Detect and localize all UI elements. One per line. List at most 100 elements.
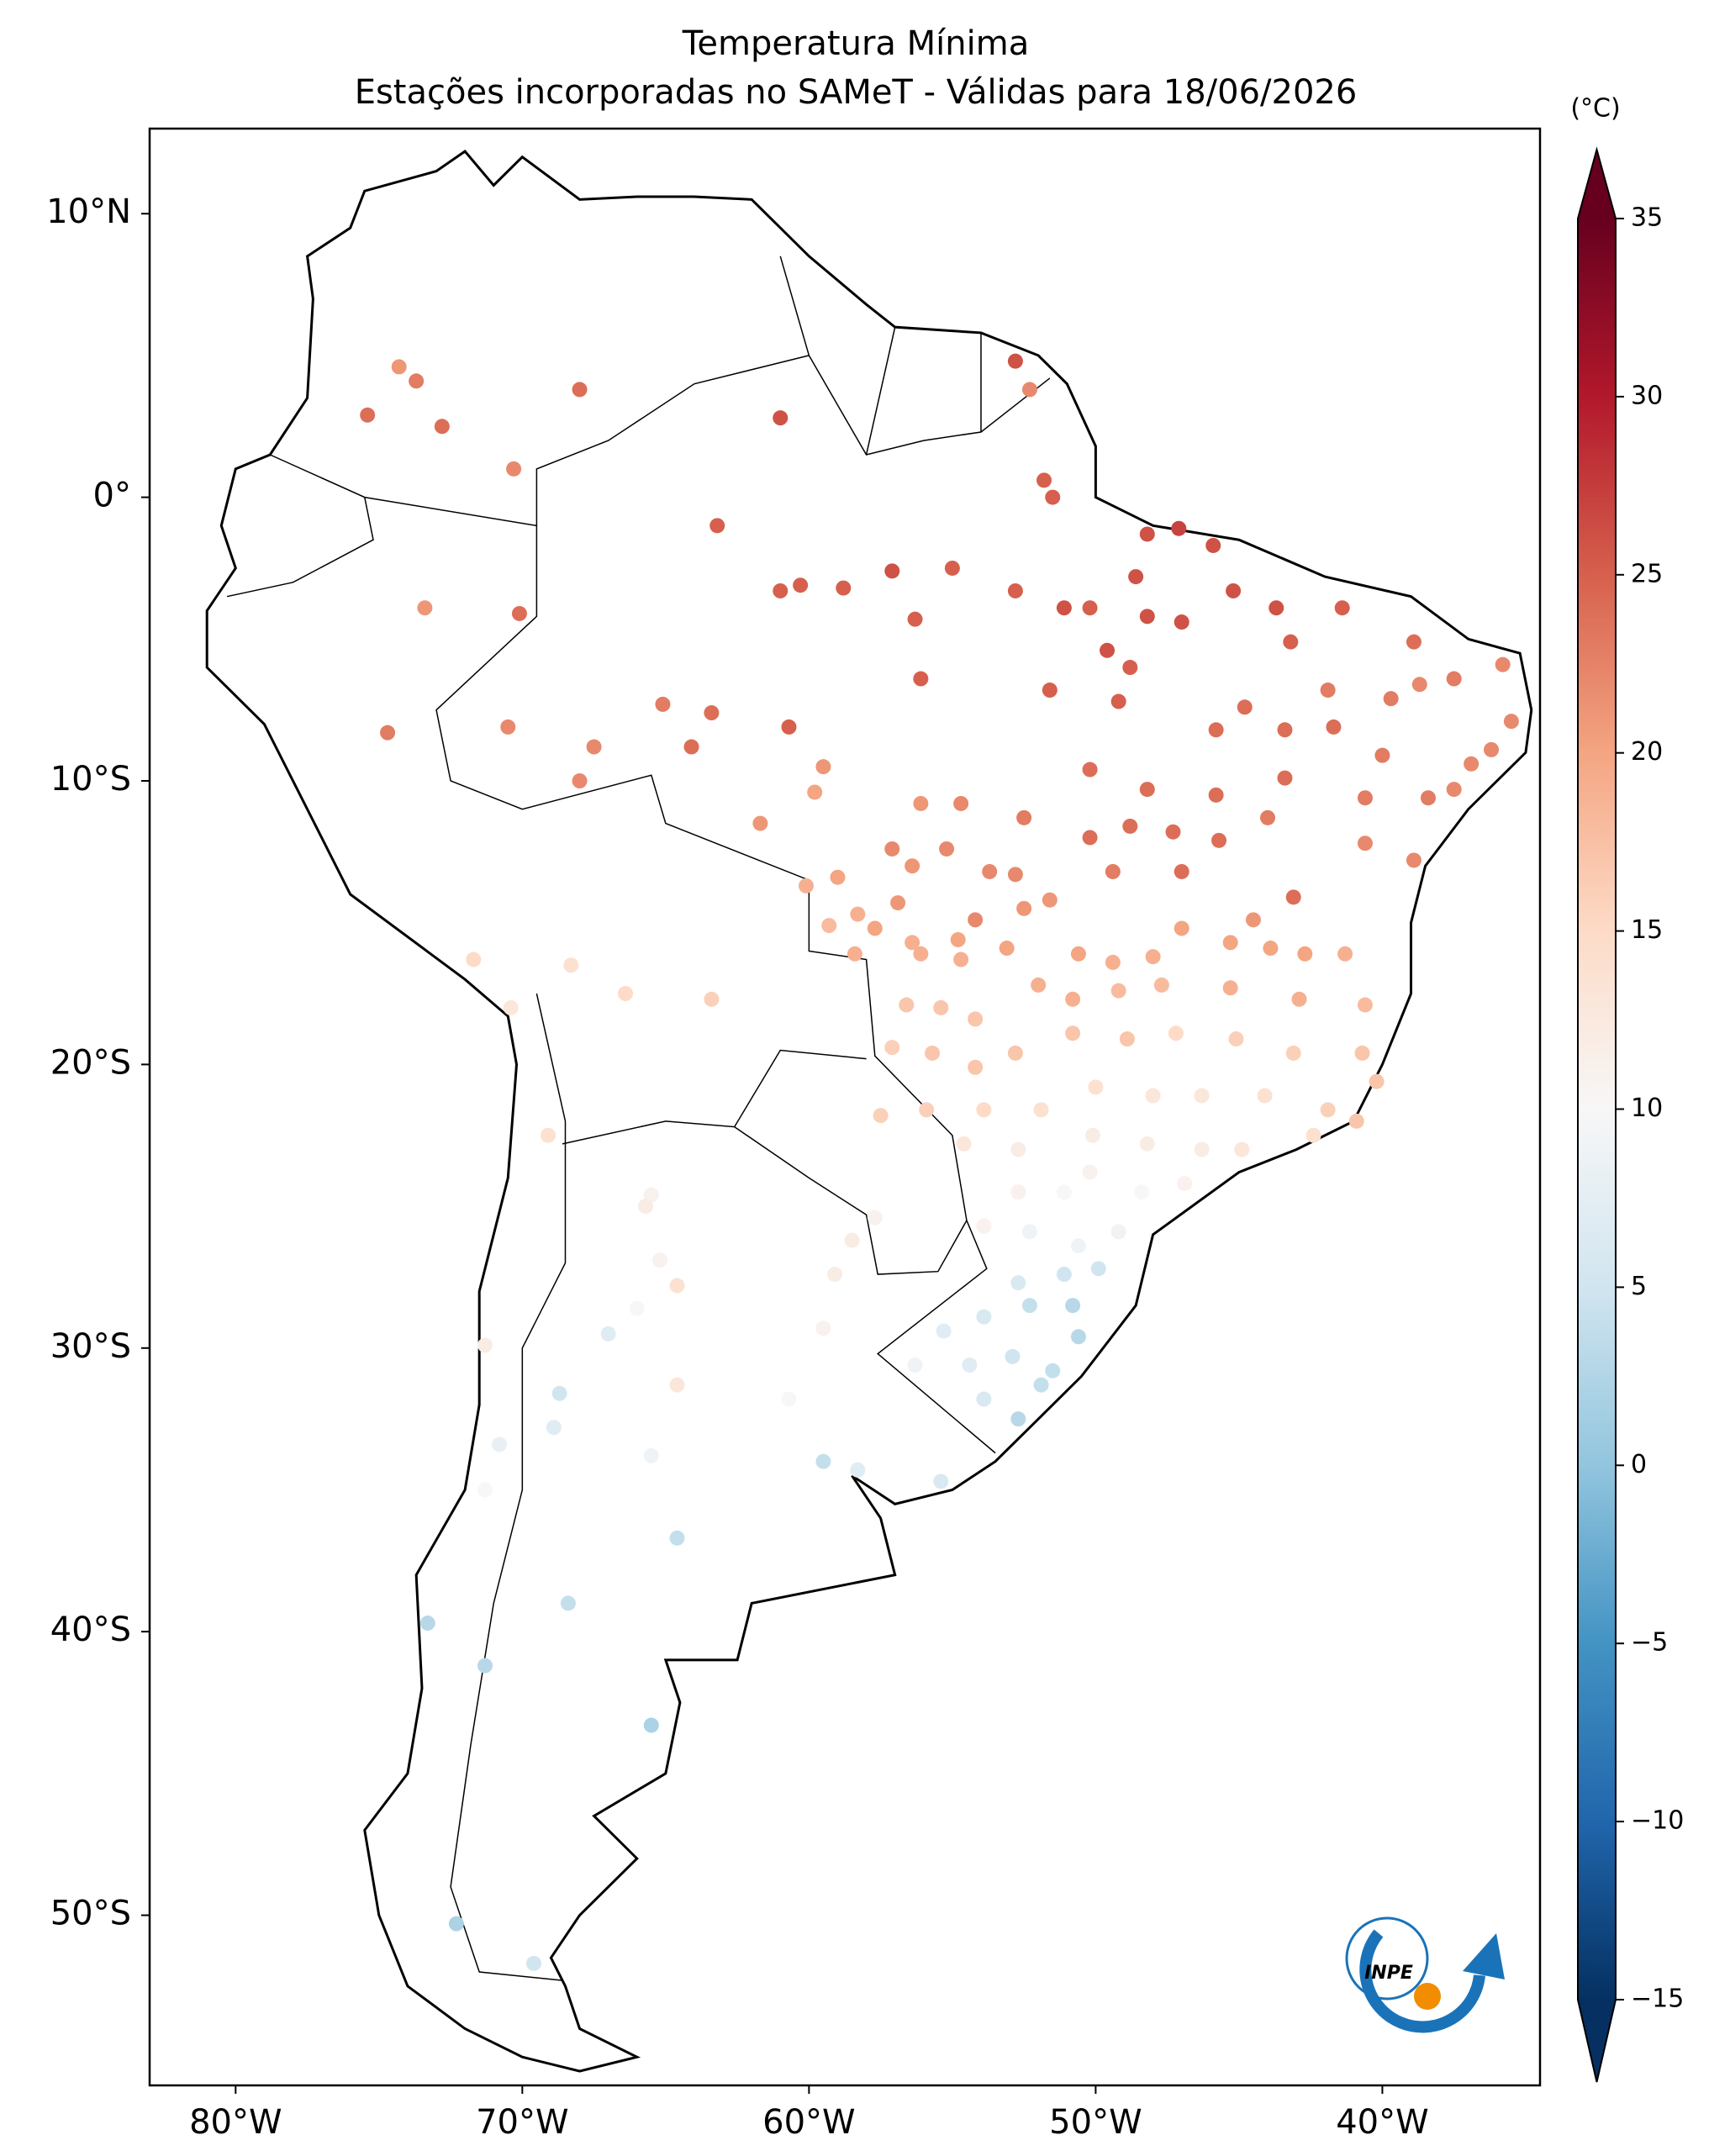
station [1042, 892, 1058, 908]
colorbar-tick-label: −5 [1631, 1628, 1668, 1658]
station [563, 957, 579, 973]
station [1065, 1298, 1081, 1314]
station [830, 869, 846, 885]
station [629, 1300, 645, 1316]
station [618, 986, 634, 1002]
y-tick-label: 10°S [50, 760, 131, 799]
station [1174, 863, 1189, 879]
station [1016, 900, 1032, 916]
station [1406, 634, 1421, 650]
station [956, 1136, 972, 1152]
station [1291, 991, 1307, 1007]
station [380, 725, 396, 741]
station [1042, 683, 1058, 698]
station [1211, 832, 1227, 848]
station [907, 611, 923, 627]
station [500, 719, 516, 735]
station [905, 935, 920, 951]
station [477, 1482, 493, 1498]
station [546, 1420, 562, 1436]
station [511, 605, 527, 621]
colorbar-tick-label: 10 [1631, 1094, 1663, 1123]
colorbar-tick-label: −10 [1631, 1806, 1684, 1836]
station [1194, 1141, 1210, 1157]
station [936, 1323, 952, 1339]
station [1297, 946, 1313, 962]
station [669, 1530, 685, 1546]
station [1194, 1088, 1210, 1104]
station [1110, 693, 1126, 709]
colorbar-tick-label: 15 [1631, 915, 1663, 945]
station [586, 739, 602, 755]
station [1056, 600, 1072, 616]
station [551, 1385, 567, 1401]
station [709, 518, 725, 534]
station [1007, 353, 1023, 369]
station [815, 1453, 831, 1469]
station [409, 373, 425, 389]
station [1277, 722, 1293, 738]
station [1268, 600, 1284, 616]
station [1145, 1088, 1161, 1104]
station [1139, 609, 1155, 625]
station [1326, 719, 1342, 735]
colorbar [1578, 219, 1616, 2000]
station [1174, 614, 1189, 630]
station [968, 1011, 984, 1027]
station [448, 1916, 464, 1932]
station [968, 912, 984, 928]
station [1105, 954, 1121, 970]
station [1100, 642, 1116, 658]
station [506, 461, 522, 477]
station [1122, 818, 1138, 834]
station [477, 1658, 493, 1674]
station [1010, 1141, 1026, 1157]
logo: INPE [1345, 1916, 1505, 2033]
station [884, 1040, 900, 1056]
station [391, 359, 407, 375]
station [1065, 991, 1081, 1007]
station [1283, 634, 1299, 650]
station [933, 999, 949, 1015]
station [1411, 677, 1427, 693]
station [1088, 1079, 1104, 1095]
station [1122, 660, 1138, 676]
station [1031, 977, 1047, 993]
station [798, 878, 814, 894]
logo-text: INPE [1364, 1963, 1413, 1984]
station [1305, 1127, 1321, 1143]
station [781, 719, 797, 735]
station [1285, 1045, 1301, 1061]
colorbar-tick-label: 35 [1631, 203, 1663, 233]
station [752, 815, 768, 831]
station [1010, 1411, 1026, 1427]
station [1174, 920, 1189, 936]
station [1205, 537, 1221, 553]
station [1222, 935, 1238, 951]
station [1005, 1348, 1021, 1364]
station [600, 1326, 616, 1342]
station [1208, 787, 1224, 803]
station [976, 1218, 992, 1234]
colorbar-tick-label: 5 [1631, 1272, 1647, 1301]
station [815, 1320, 831, 1336]
station [1168, 1025, 1184, 1041]
station [913, 671, 929, 687]
station [1484, 741, 1500, 757]
station [434, 419, 450, 435]
colorbar-tick-label: 20 [1631, 737, 1663, 767]
station [827, 1267, 843, 1283]
station [976, 1309, 992, 1325]
station [572, 773, 588, 788]
station [477, 1337, 493, 1353]
colorbar-tick-label: 25 [1631, 559, 1663, 588]
station [1128, 569, 1144, 585]
station [655, 696, 671, 712]
coastline [207, 151, 1532, 2071]
station [1420, 790, 1436, 806]
station [1383, 691, 1399, 707]
station [1245, 912, 1261, 928]
colorbar-tick-label: 0 [1631, 1450, 1647, 1479]
station [1446, 782, 1462, 798]
